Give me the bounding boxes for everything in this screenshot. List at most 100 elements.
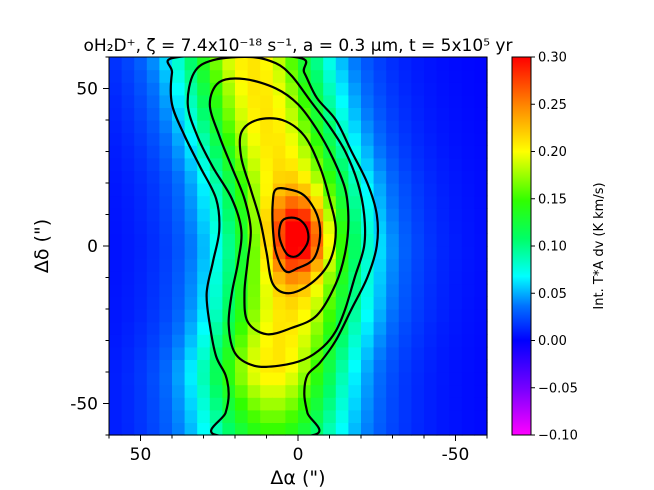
heatmap-cell: [335, 145, 349, 159]
heatmap-cell: [121, 183, 135, 197]
heatmap-cell: [260, 208, 274, 222]
heatmap-cell: [436, 246, 450, 260]
heatmap-cell: [159, 208, 173, 222]
heatmap-cell: [109, 195, 123, 209]
heatmap-cell: [474, 120, 488, 134]
heatmap-cell: [386, 271, 400, 285]
heatmap-cell: [424, 334, 438, 348]
heatmap-cell: [235, 82, 249, 96]
heatmap-cell: [298, 82, 312, 96]
heatmap-cell: [310, 170, 324, 184]
heatmap-cell: [209, 271, 223, 285]
heatmap-cell: [260, 183, 274, 197]
heatmap-cell: [260, 346, 274, 360]
heatmap-cell: [348, 82, 362, 96]
heatmap-cell: [146, 372, 160, 386]
heatmap-cell: [398, 195, 412, 209]
heatmap-cell: [197, 69, 211, 83]
heatmap-cell: [398, 422, 412, 436]
heatmap-cell: [146, 309, 160, 323]
heatmap-cell: [436, 296, 450, 310]
heatmap-cell: [172, 233, 186, 247]
y-axis-label: Δδ ("): [31, 219, 53, 273]
heatmap-cell: [398, 309, 412, 323]
heatmap-cell: [436, 82, 450, 96]
heatmap-cell: [121, 283, 135, 297]
heatmap-cell: [424, 157, 438, 171]
heatmap-cell: [335, 69, 349, 83]
heatmap-cell: [109, 220, 123, 234]
heatmap-cell: [335, 384, 349, 398]
heatmap-cell: [323, 372, 337, 386]
heatmap-cell: [235, 372, 249, 386]
heatmap-cell: [159, 120, 173, 134]
heatmap-cell: [184, 372, 198, 386]
heatmap-cell: [449, 422, 463, 436]
heatmap-cell: [411, 233, 425, 247]
heatmap-cell: [449, 82, 463, 96]
heatmap-cell: [146, 321, 160, 335]
heatmap-cell: [121, 120, 135, 134]
heatmap-cell: [184, 195, 198, 209]
heatmap-cell: [436, 69, 450, 83]
heatmap-cell: [260, 321, 274, 335]
heatmap-cell: [474, 309, 488, 323]
heatmap-cell: [436, 183, 450, 197]
heatmap-cell: [461, 409, 475, 423]
heatmap-cell: [260, 258, 274, 272]
heatmap-cell: [436, 346, 450, 360]
heatmap-cell: [247, 57, 261, 71]
heatmap-cell: [461, 208, 475, 222]
heatmap-cell: [172, 183, 186, 197]
heatmap-cell: [209, 233, 223, 247]
heatmap-cell: [348, 120, 362, 134]
heatmap-cell: [222, 359, 236, 373]
heatmap-cell: [121, 372, 135, 386]
heatmap-cell: [260, 296, 274, 310]
heatmap-cell: [411, 69, 425, 83]
heatmap-cell: [335, 409, 349, 423]
heatmap-cell: [235, 69, 249, 83]
heatmap-cell: [323, 346, 337, 360]
heatmap-cell: [121, 220, 135, 234]
heatmap-cell: [373, 82, 387, 96]
heatmap-cell: [386, 120, 400, 134]
heatmap-cell: [172, 208, 186, 222]
heatmap-cell: [209, 321, 223, 335]
contour-line: [166, 57, 380, 435]
heatmap-cell: [323, 359, 337, 373]
heatmap-cell: [146, 170, 160, 184]
heatmap-cell: [310, 233, 324, 247]
heatmap-cell: [146, 57, 160, 71]
heatmap-cell: [461, 233, 475, 247]
heatmap-cell: [310, 321, 324, 335]
heatmap-cell: [197, 409, 211, 423]
heatmap-cell: [386, 422, 400, 436]
heatmap-cell: [159, 372, 173, 386]
heatmap-cell: [411, 82, 425, 96]
heatmap-cell: [461, 195, 475, 209]
heatmap-cell: [109, 120, 123, 134]
heatmap-cell: [285, 372, 299, 386]
heatmap-cell: [348, 397, 362, 411]
heatmap-cell: [373, 132, 387, 146]
heatmap-cell: [109, 346, 123, 360]
contour-line: [208, 77, 350, 336]
heatmap-cell: [323, 82, 337, 96]
heatmap-cell: [474, 321, 488, 335]
y-tick-label: -50: [70, 395, 98, 415]
heatmap-cell: [298, 296, 312, 310]
colorbar-tick-label: 0.10: [538, 240, 567, 255]
heatmap-cell: [449, 258, 463, 272]
heatmap-cell: [398, 271, 412, 285]
heatmap-cell: [109, 145, 123, 159]
heatmap-cell: [172, 397, 186, 411]
heatmap-cell: [285, 132, 299, 146]
heatmap-cell: [209, 94, 223, 108]
heatmap-cell: [272, 94, 286, 108]
heatmap-cell: [323, 69, 337, 83]
heatmap-cell: [172, 170, 186, 184]
heatmap-cell: [424, 384, 438, 398]
heatmap-cell: [184, 82, 198, 96]
heatmap-cell: [361, 397, 375, 411]
